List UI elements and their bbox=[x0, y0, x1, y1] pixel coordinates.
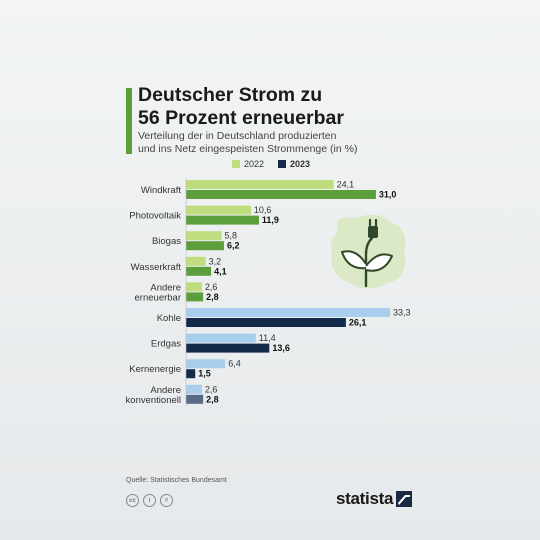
bar-2022 bbox=[186, 308, 390, 317]
category-label: Biogas bbox=[152, 236, 181, 247]
legend-label-2023: 2023 bbox=[290, 159, 311, 169]
legend-swatch-2023 bbox=[278, 160, 287, 168]
subtitle: Verteilung der in Deutschland produziert… bbox=[138, 130, 468, 156]
cc-icon[interactable]: cc bbox=[126, 494, 139, 507]
no-derivatives-icon[interactable]: = bbox=[160, 494, 173, 507]
bar-2023 bbox=[186, 394, 204, 404]
value-label-2022: 3,2 bbox=[209, 256, 222, 266]
legend-item-2022: 2022 bbox=[232, 159, 264, 169]
value-label-2023: 31,0 bbox=[379, 190, 397, 200]
value-label-2023: 6,2 bbox=[227, 241, 240, 251]
category-label: Erdgas bbox=[151, 339, 181, 350]
legend-swatch-2022 bbox=[232, 160, 240, 168]
category-label: Andere konventionell bbox=[126, 385, 181, 406]
value-label-2023: 26,1 bbox=[349, 318, 367, 328]
bar-2022 bbox=[186, 384, 202, 394]
attribution-icon[interactable]: i bbox=[143, 494, 156, 507]
bar-2022 bbox=[186, 359, 226, 369]
bar-2022 bbox=[186, 256, 206, 266]
bar-2023 bbox=[186, 292, 204, 302]
bar-2022 bbox=[186, 282, 202, 292]
title-accent-bar bbox=[126, 88, 132, 154]
value-label-2023: 11,9 bbox=[262, 215, 279, 225]
bar-2023 bbox=[186, 215, 259, 225]
category-label: Kohle bbox=[157, 313, 181, 324]
value-label-2023: 4,1 bbox=[214, 266, 227, 276]
category-label: Wasserkraft bbox=[131, 262, 182, 273]
subtitle-line-1: Verteilung der in Deutschland produziert… bbox=[138, 130, 337, 142]
value-label-2022: 24,1 bbox=[337, 180, 355, 190]
source-note: Quelle: Statistisches Bundesamt bbox=[126, 477, 227, 484]
value-label-2023: 2,8 bbox=[206, 292, 219, 302]
value-label-2022: 11,4 bbox=[259, 333, 276, 343]
bar-2023 bbox=[186, 266, 212, 276]
category-label: Kernenergie bbox=[129, 364, 181, 375]
title-line-1: Deutscher Strom zu bbox=[138, 84, 323, 106]
value-label-2022: 6,4 bbox=[228, 359, 241, 369]
value-label-2023: 1,5 bbox=[198, 369, 211, 379]
category-label: Windkraft bbox=[141, 185, 181, 196]
statista-mark-icon bbox=[396, 491, 413, 507]
category-label: Andere erneuerbar bbox=[135, 282, 181, 303]
value-label-2023: 13,6 bbox=[272, 343, 290, 353]
value-label-2022: 10,6 bbox=[254, 205, 272, 215]
page-title: Deutscher Strom zu 56 Prozent erneuerbar bbox=[138, 84, 468, 130]
legend-label-2022: 2022 bbox=[244, 159, 265, 169]
statista-logo[interactable]: statista bbox=[336, 489, 413, 509]
bar-2023 bbox=[186, 241, 224, 251]
plant-plug-icon bbox=[330, 214, 406, 289]
value-label-2022: 33,3 bbox=[393, 308, 411, 318]
category-label: Photovoltaik bbox=[129, 211, 181, 222]
bar-2023 bbox=[186, 318, 346, 327]
bar-2022 bbox=[186, 231, 222, 241]
value-label-2022: 2,6 bbox=[205, 282, 218, 292]
title-line-2: 56 Prozent erneuerbar bbox=[138, 107, 344, 129]
logo-text: statista bbox=[336, 489, 394, 508]
bar-2023 bbox=[186, 190, 376, 199]
legend-item-2023: 2023 bbox=[278, 159, 310, 169]
bar-2023 bbox=[186, 369, 196, 379]
bar-2023 bbox=[186, 343, 270, 353]
subtitle-line-2: und ins Netz eingespeisten Strommenge (i… bbox=[138, 143, 358, 155]
bar-2022 bbox=[186, 180, 334, 189]
chart-legend: 2022 2023 bbox=[232, 159, 310, 169]
value-label-2022: 5,8 bbox=[225, 231, 238, 241]
value-label-2022: 2,6 bbox=[205, 384, 218, 394]
value-label-2023: 2,8 bbox=[206, 394, 219, 404]
license-icons[interactable]: cc i = bbox=[126, 494, 173, 507]
bar-2022 bbox=[186, 205, 251, 215]
bar-2022 bbox=[186, 333, 256, 343]
